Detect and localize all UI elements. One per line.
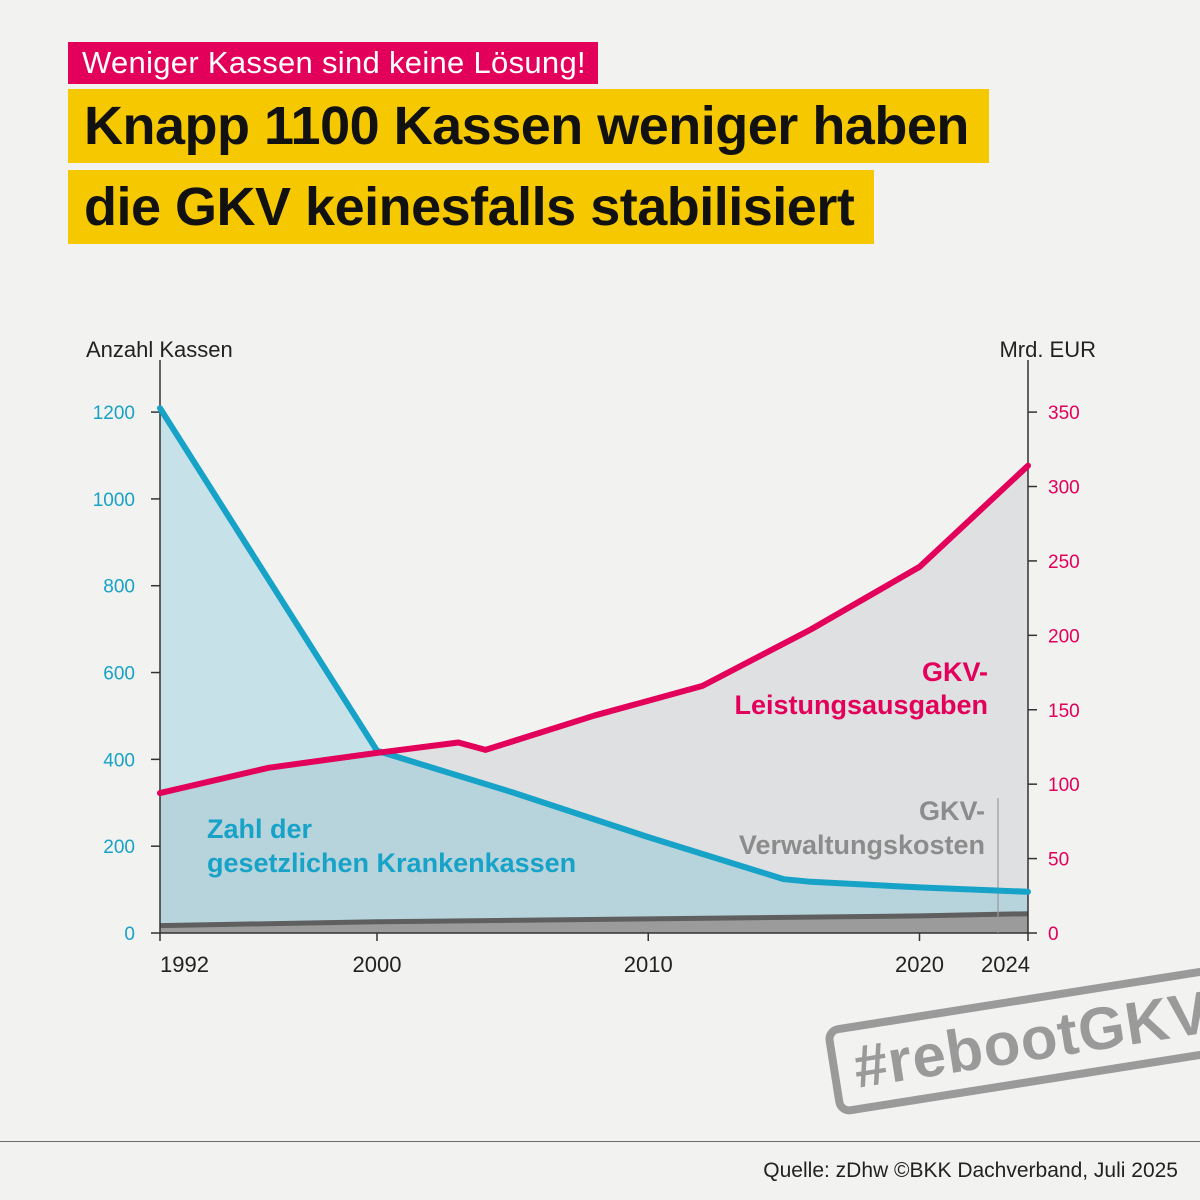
funds-series-label: Zahl der [207,814,313,844]
left-tick-label: 1200 [93,403,135,424]
x-tick-label: 2000 [353,952,402,977]
right-tick-label: 50 [1048,850,1069,871]
x-tick-label: 2024 [981,952,1030,977]
chart: 0 200 400 600 800 1000 1200 0 50 100 150 200 250 300 3… [86,337,1096,977]
admin-costs-line [159,911,1029,929]
left-tick-label: 200 [103,837,135,858]
admin-costs-series-label: GKV- [919,796,985,826]
funds-series-label: gesetzlichen Krankenkassen [207,848,576,878]
left-tick-label: 0 [124,924,135,945]
spending-line [157,462,1031,797]
spending-series-label: Leistungsausgaben [734,690,988,720]
x-tick-label: 2020 [895,952,944,977]
admin-costs-series-label: Verwaltungskosten [739,830,985,860]
right-tick-label: 200 [1048,626,1080,647]
funds-area [160,408,1028,933]
left-tick-label: 400 [103,750,135,771]
right-tick-label: 350 [1048,403,1080,424]
right-tick-label: 0 [1048,924,1059,945]
kicker-label: Weniger Kassen sind keine Lösung! [68,42,598,84]
axis-layer: 0 200 400 600 800 1000 1200 0 50 100 150 200 250 300 3… [86,337,1096,977]
spending-area [160,465,1028,933]
spending-series-label: GKV- [922,657,988,687]
source-credit: Quelle: zDhw ©BKK Dachverband, Juli 2025 [763,1159,1178,1182]
x-tick-label: 1992 [160,952,209,977]
left-tick-label: 800 [103,577,135,598]
left-axis-title: Anzahl Kassen [86,337,233,362]
left-tick-label: 600 [103,664,135,685]
funds-line [157,405,1031,895]
headline-line-1: Knapp 1100 Kassen weniger haben [68,89,989,163]
left-tick-label: 1000 [93,490,135,511]
right-tick-label: 100 [1048,775,1080,796]
headline-line-2: die GKV keinesfalls stabilisiert [68,170,875,244]
right-tick-label: 300 [1048,478,1080,499]
line-layer [157,405,1031,895]
footer-divider [0,1141,1200,1142]
right-tick-label: 250 [1048,552,1080,573]
area-layer [159,408,1029,933]
x-tick-label: 2010 [624,952,673,977]
right-axis-title: Mrd. EUR [999,337,1096,362]
right-tick-label: 150 [1048,701,1080,722]
